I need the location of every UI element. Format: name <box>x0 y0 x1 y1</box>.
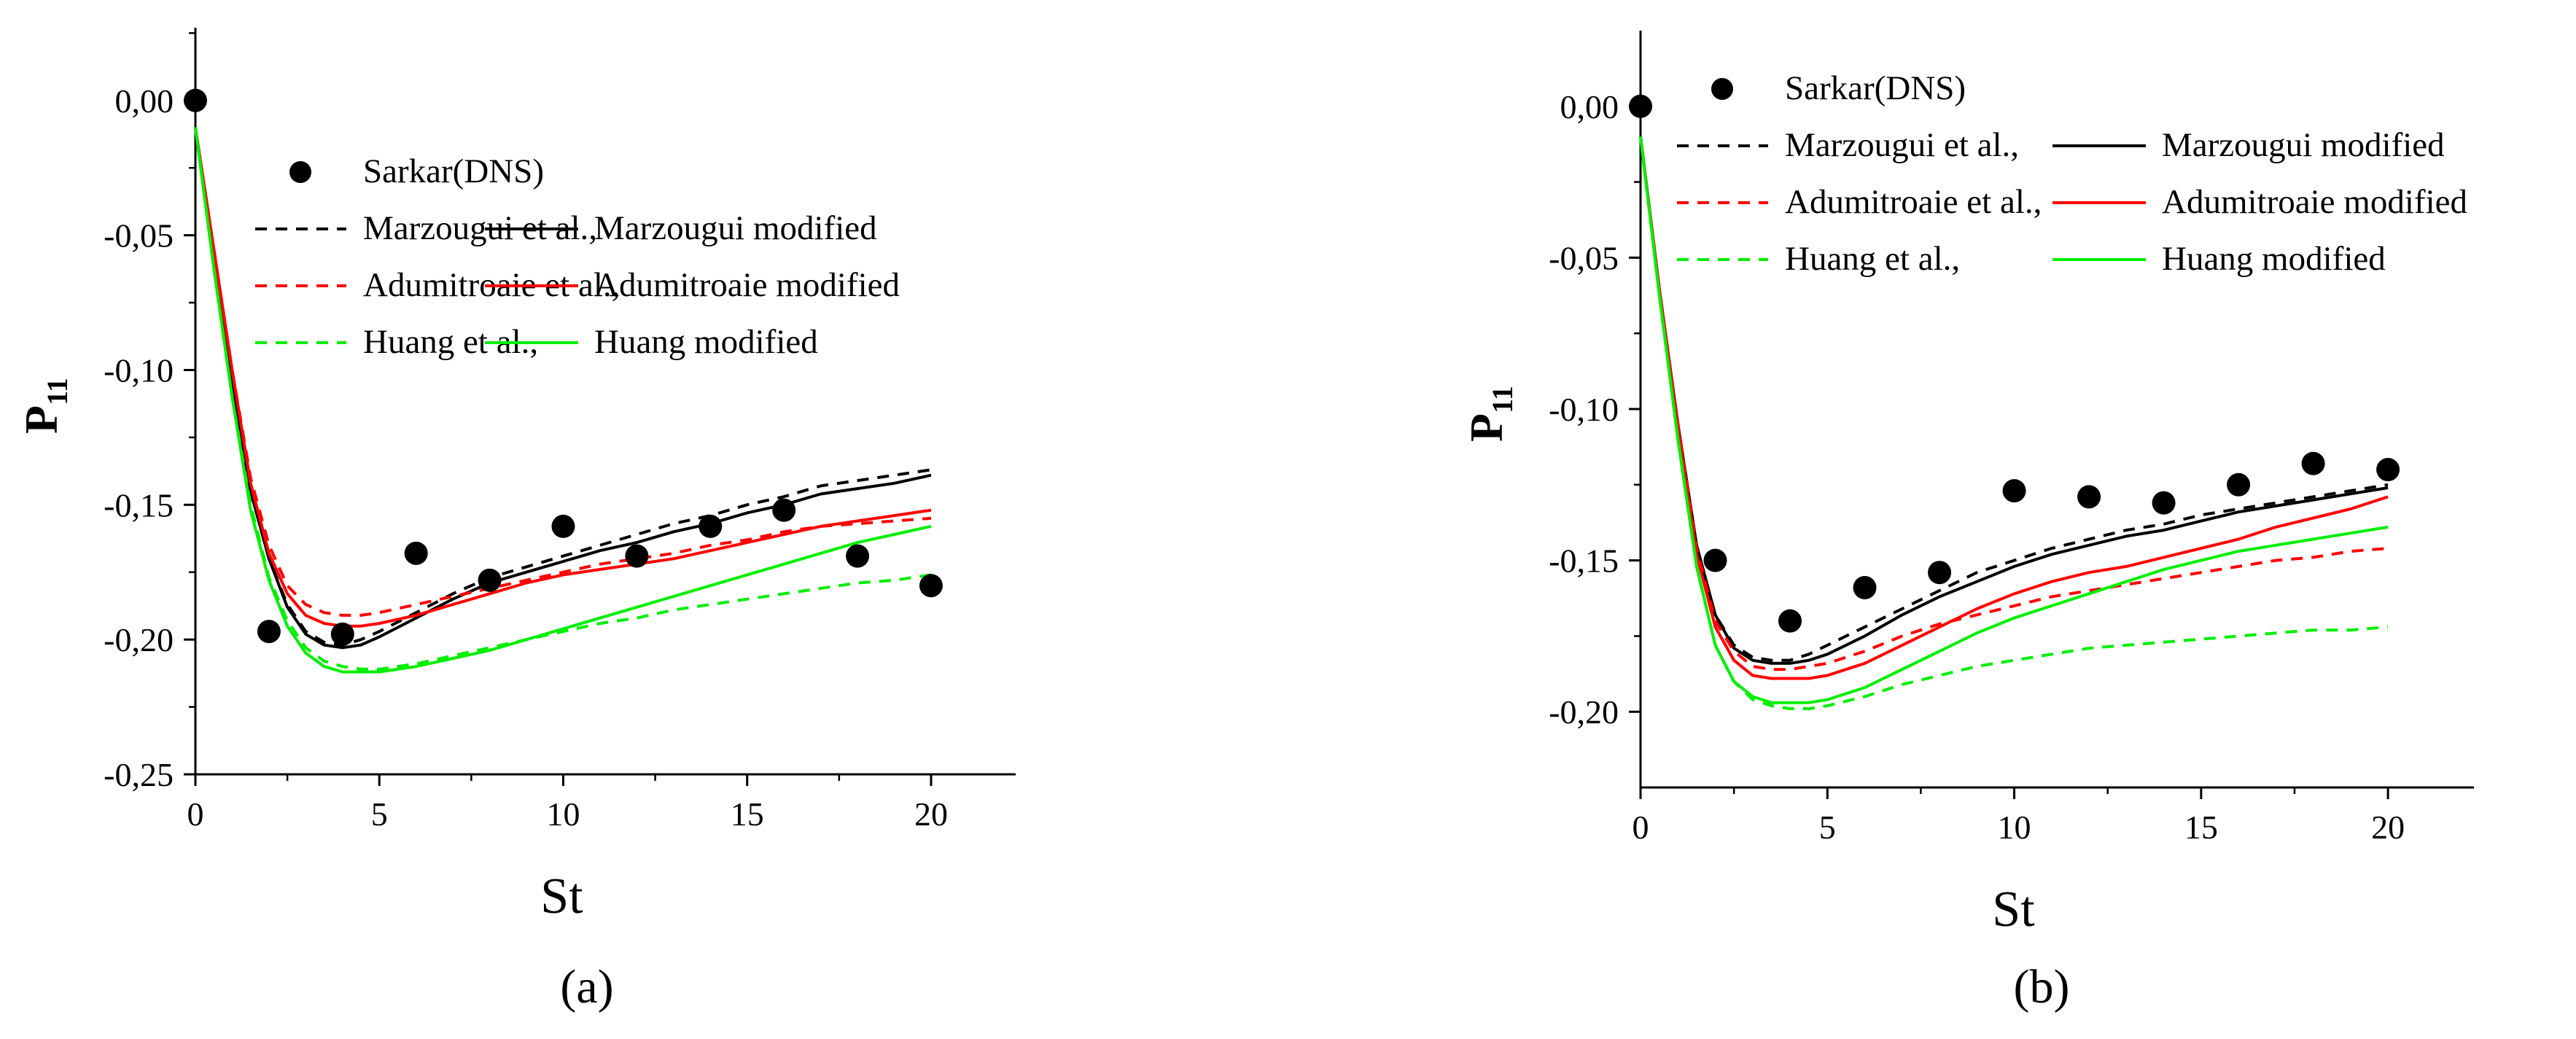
x-tick-label: 15 <box>731 795 764 833</box>
data-point-sarkar-dns <box>257 620 281 644</box>
x-tick-label: 10 <box>1998 809 2031 846</box>
series-line-marzougui-modified <box>1639 136 2389 665</box>
series-line-adumitroaie-et-al <box>1639 136 2389 672</box>
caption-a: (a) <box>560 960 613 1013</box>
legend-label: Sarkar(DNS) <box>1785 69 1966 107</box>
series-line-huang-modified <box>194 127 932 674</box>
y-tick-label: 0,00 <box>115 82 174 120</box>
data-point-sarkar-dns <box>919 574 943 598</box>
legend-marker-sarkar <box>1711 78 1733 100</box>
y-tick-label: -0,15 <box>104 486 174 524</box>
data-point-sarkar-dns <box>1703 548 1727 572</box>
legend-label: Adumitroaie modified <box>594 266 900 304</box>
data-point-sarkar-dns <box>2227 472 2251 497</box>
y-tick-label: -0,20 <box>104 621 174 658</box>
data-point-sarkar-dns <box>478 568 502 592</box>
y-axis-title-subscript: 11 <box>41 378 74 405</box>
data-point-sarkar-dns <box>846 544 870 568</box>
data-point-sarkar-dns <box>330 622 354 646</box>
y-tick-label: -0,10 <box>104 351 174 389</box>
x-tick-label: 10 <box>546 795 580 833</box>
legend-label: Adumitroaie et al., <box>1785 183 2042 221</box>
legend: Sarkar(DNS)Marzougui et al.,Marzougui mo… <box>255 152 900 361</box>
legend-marker-sarkar <box>289 161 311 183</box>
data-point-sarkar-dns <box>184 88 207 112</box>
x-tick-label: 15 <box>2184 809 2218 846</box>
data-point-sarkar-dns <box>404 541 428 565</box>
data-point-sarkar-dns <box>2376 458 2400 482</box>
legend-label: Huang modified <box>594 323 818 361</box>
data-point-sarkar-dns <box>2002 479 2026 503</box>
y-axis-title: P11 <box>1460 386 1519 442</box>
y-axis-title: P11 <box>15 378 74 434</box>
x-axis-title: St <box>1992 882 2035 938</box>
y-tick-label: -0,25 <box>104 756 174 793</box>
series-line-marzougui-et-al <box>194 127 932 647</box>
y-tick-label: -0,20 <box>1549 693 1619 731</box>
legend-label: Marzougui modified <box>2162 126 2445 164</box>
data-point-sarkar-dns <box>1928 561 1952 585</box>
data-point-sarkar-dns <box>1778 609 1802 633</box>
y-tick-label: -0,05 <box>104 217 174 254</box>
legend-label: Sarkar(DNS) <box>363 152 544 190</box>
legend-label: Marzougui et al., <box>1785 126 2019 164</box>
y-axis-title-main: P <box>15 405 67 434</box>
data-point-sarkar-dns <box>2077 485 2101 509</box>
y-tick-label: 0,00 <box>1560 88 1619 125</box>
series-line-adumitroaie-et-al <box>194 127 932 617</box>
series-line-marzougui-modified <box>194 127 932 650</box>
x-tick-label: 20 <box>914 795 948 833</box>
caption-b: (b) <box>2014 960 2070 1013</box>
y-axis-title-main: P <box>1460 413 1512 442</box>
series-line-huang-et-al <box>1639 136 2389 710</box>
x-axis-title: St <box>540 868 583 925</box>
series-line-adumitroaie-modified <box>1639 136 2389 680</box>
y-axis-title-subscript: 11 <box>1486 386 1519 413</box>
x-tick-label: 0 <box>187 795 204 833</box>
data-point-sarkar-dns <box>2152 491 2176 515</box>
chart-panel-b: 0 5 10 15 20 0,00 -0,05 -0,10 -0,15 -0,20 St P11 Sar… <box>1460 31 2474 938</box>
y-tick-label: -0,15 <box>1549 542 1619 580</box>
legend-label: Huang et al., <box>1785 240 1960 278</box>
legend-label: Adumitroaie modified <box>2162 183 2467 221</box>
data-point-sarkar-dns <box>699 514 723 538</box>
legend: Sarkar(DNS) Marzougui et al., Marzougui mo… <box>1677 69 2467 278</box>
x-tick-label: 5 <box>1819 809 1836 846</box>
x-tick-label: 5 <box>371 795 388 833</box>
data-point-sarkar-dns <box>1629 94 1652 118</box>
legend-label: Marzougui modified <box>594 209 877 247</box>
data-point-sarkar-dns <box>2301 451 2325 475</box>
data-point-sarkar-dns <box>772 498 796 522</box>
series-line-huang-modified <box>1639 136 2389 704</box>
x-tick-label: 0 <box>1633 809 1649 846</box>
data-point-sarkar-dns <box>1853 575 1877 599</box>
chart-panel-a: 0 5 10 15 20 0,00 -0,05 -0,10 -0,15 -0,20 -0,25 St P… <box>15 28 1016 925</box>
data-point-sarkar-dns <box>625 544 649 568</box>
y-tick-label: -0,10 <box>1549 391 1619 428</box>
series-line-adumitroaie-modified <box>194 127 932 628</box>
y-tick-label: -0,05 <box>1549 239 1619 276</box>
x-tick-label: 20 <box>2371 809 2405 846</box>
data-point-sarkar-dns <box>551 514 575 538</box>
legend-label: Huang modified <box>2162 240 2386 278</box>
